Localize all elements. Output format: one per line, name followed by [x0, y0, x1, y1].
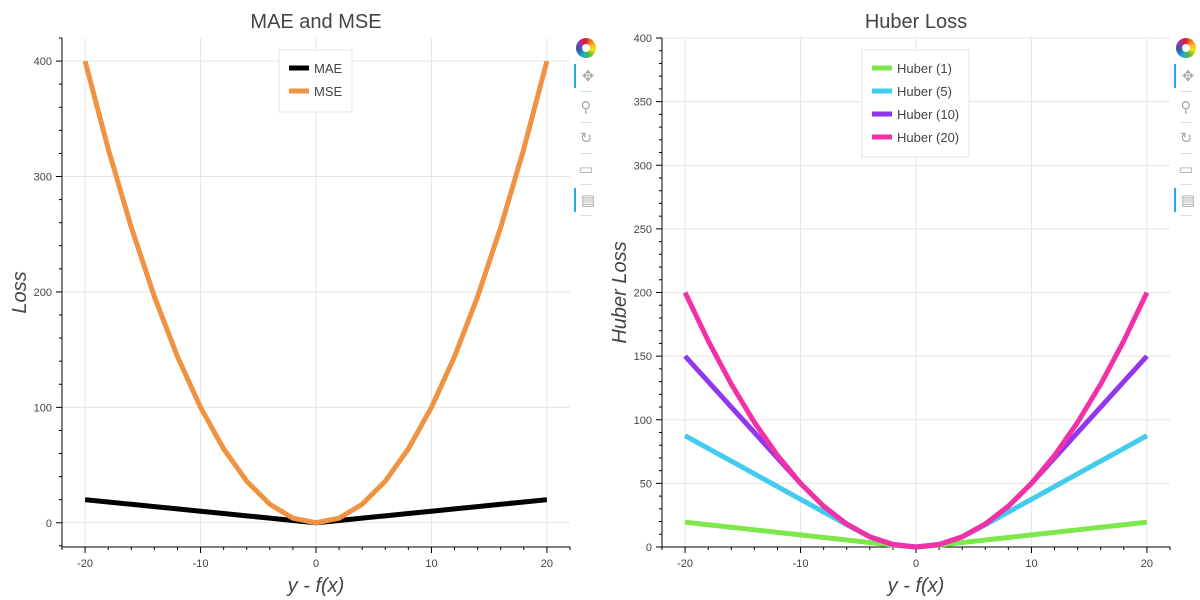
bokeh-logo-icon[interactable]: [1176, 38, 1196, 58]
y-axis-title: Huber Loss: [609, 241, 631, 343]
y-tick-label: 100: [634, 415, 652, 427]
y-tick-label: 400: [634, 33, 652, 45]
wheel-zoom-icon[interactable]: ⚲: [1180, 98, 1192, 116]
legend-box: [278, 49, 353, 113]
legend: MAE MSE: [278, 49, 353, 113]
y-tick-label: 0: [646, 542, 652, 554]
legend-label: MSE: [314, 84, 343, 99]
mae-mse-panel: -20 -10 0 10 20 0 100 200 300 400 MAE and MSE y - f…: [0, 0, 602, 600]
y-tick-label: 300: [34, 172, 52, 184]
y-tick-label: 400: [34, 56, 52, 68]
pan-icon[interactable]: ✥: [1174, 64, 1200, 88]
x-tick-label: 0: [313, 558, 319, 570]
legend-item[interactable]: MAE: [289, 61, 343, 76]
toolbar-divider: [580, 122, 592, 123]
legend-label: Huber (10): [897, 107, 959, 122]
legend-item[interactable]: Huber (5): [872, 84, 952, 99]
y-tick-label: 350: [634, 97, 652, 109]
save-icon[interactable]: ▭: [1178, 160, 1194, 178]
x-tick-label: -20: [677, 558, 693, 570]
bokeh-logo-icon[interactable]: [576, 38, 596, 58]
legend-item[interactable]: Huber (10): [872, 107, 959, 122]
toolbar-divider: [1180, 122, 1192, 123]
toolbar-divider: [1180, 153, 1192, 154]
legend-label: Huber (20): [897, 130, 959, 145]
huber-loss-chart[interactable]: -20 -10 0 10 20050100150200250300350400Huber…: [600, 0, 1172, 600]
x-tick-label: 20: [1141, 558, 1153, 570]
x-tick-label: 0: [913, 558, 919, 570]
legend-label: Huber (1): [897, 61, 952, 76]
series-line-mse: [82, 60, 550, 526]
chart-title: MAE and MSE: [250, 11, 381, 33]
x-axis-title: y - f(x): [886, 575, 945, 597]
chart-toolbar: ✥ ⚲ ↻ ▭ ▤: [1172, 34, 1200, 224]
hover-icon[interactable]: ▤: [574, 188, 600, 212]
x-tick-label: -20: [77, 558, 93, 570]
reset-icon[interactable]: ↻: [1179, 129, 1193, 147]
huber-loss-panel: -20 -10 0 10 20 0 50 100 150 200 250 300 350 400 Huber…: [600, 0, 1200, 600]
series-line-huber-20: [682, 291, 1150, 550]
x-tick-label: -10: [193, 558, 209, 570]
toolbar-divider: [580, 215, 592, 216]
y-tick-label: 200: [34, 287, 52, 299]
reset-icon[interactable]: ↻: [579, 129, 593, 147]
toolbar-divider: [580, 91, 592, 92]
y-tick-label: 300: [634, 160, 652, 172]
legend-label: MAE: [314, 61, 343, 76]
x-tick-label: 10: [1025, 558, 1037, 570]
toolbar-divider: [580, 184, 592, 185]
y-tick-label: 0: [46, 518, 52, 530]
y-tick-label: 200: [634, 288, 652, 300]
legend-item[interactable]: MSE: [289, 84, 343, 99]
legend-label: Huber (5): [897, 84, 952, 99]
legend-item[interactable]: Huber (1): [872, 61, 952, 76]
y-tick-label: 250: [634, 224, 652, 236]
chart-toolbar: ✥ ⚲ ↻ ▭ ▤: [572, 34, 602, 224]
y-tick-label: 100: [34, 402, 52, 414]
toolbar-divider: [1180, 215, 1192, 216]
x-axis-title: y - f(x): [286, 575, 345, 597]
legend-item[interactable]: Huber (20): [872, 130, 959, 145]
toolbar-divider: [580, 153, 592, 154]
toolbar-divider: [1180, 91, 1192, 92]
hover-icon[interactable]: ▤: [1174, 188, 1200, 212]
x-tick-label: 20: [541, 558, 553, 570]
save-icon[interactable]: ▭: [578, 160, 594, 178]
y-axis-title: Loss: [9, 271, 31, 313]
x-tick-label: -10: [793, 558, 809, 570]
y-tick-label: 150: [634, 351, 652, 363]
pan-icon[interactable]: ✥: [574, 64, 600, 88]
x-tick-label: 10: [425, 558, 437, 570]
legend: Huber (1) Huber (5) Huber (10) Huber (20): [861, 49, 970, 158]
chart-title: Huber Loss: [865, 11, 967, 33]
wheel-zoom-icon[interactable]: ⚲: [580, 98, 592, 116]
toolbar-divider: [1180, 184, 1192, 185]
y-tick-label: 50: [640, 478, 652, 490]
